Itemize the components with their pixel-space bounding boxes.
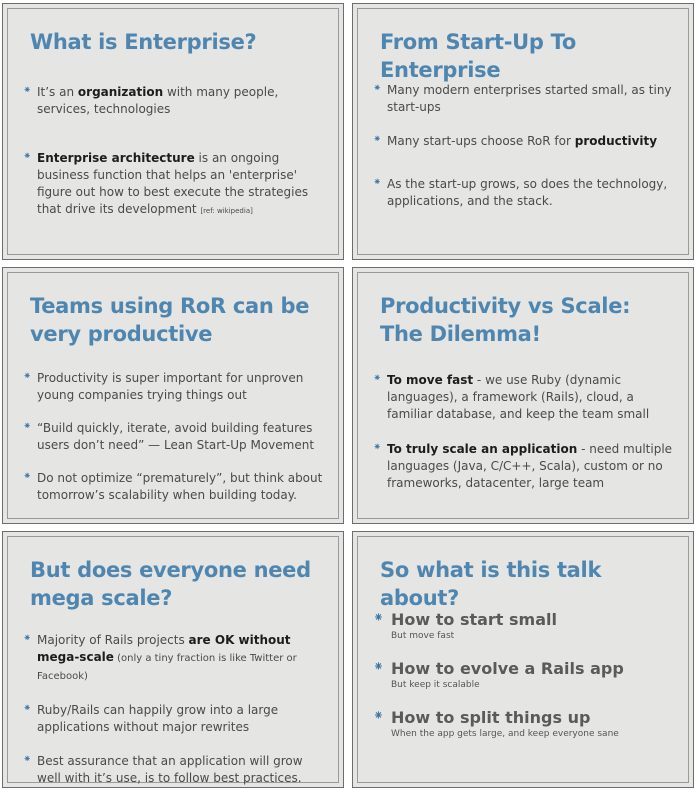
slide-title: So what is this talk about? [380, 558, 602, 610]
asterisk-bullet-icon: ⁕ [23, 754, 32, 765]
asterisk-bullet-icon: ⁕ [373, 83, 382, 94]
bullet-list: ⁕ To move fast - we use Ruby (dynamic la… [373, 372, 679, 492]
list-item: ⁕ To truly scale an application - need m… [373, 442, 673, 490]
slide-startup-to-enterprise[interactable]: From Start-Up To Enterprise ⁕ Many moder… [352, 3, 694, 260]
asterisk-bullet-icon: ⁕ [23, 703, 32, 714]
list-item: ⁕ Majority of Rails projects are OK with… [23, 633, 297, 682]
asterisk-bullet-icon: ⁕ [23, 85, 32, 96]
list-item: ⁕ To move fast - we use Ruby (dynamic la… [373, 373, 650, 421]
list-item: ⁕ “Build quickly, iterate, avoid buildin… [23, 421, 315, 452]
asterisk-bullet-icon: ⁕ [373, 177, 382, 188]
asterisk-bullet-icon: ⁕ [373, 709, 384, 724]
bullet-list: ⁕ It’s an organization with many people,… [23, 84, 329, 220]
list-item: ⁕ Productivity is super important for un… [23, 371, 304, 402]
slide-what-is-enterprise[interactable]: What is Enterprise? ⁕ It’s an organizati… [2, 3, 344, 260]
slide-title: What is Enterprise? [30, 30, 257, 54]
slide-talk-about[interactable]: So what is this talk about? ⁕ How to sta… [352, 531, 694, 788]
slide-title: Productivity vs Scale: The Dilemma! [380, 294, 631, 346]
asterisk-bullet-icon: ⁕ [373, 442, 382, 453]
bullet-list: ⁕ Many modern enterprises started small,… [373, 82, 679, 210]
slide-mega-scale[interactable]: But does everyone need mega scale? ⁕ Maj… [2, 531, 344, 788]
asterisk-bullet-icon: ⁕ [373, 134, 382, 145]
bullet-list: ⁕ How to start small But move fast ⁕ How… [373, 610, 679, 757]
asterisk-bullet-icon: ⁕ [23, 151, 32, 162]
slide-teams-productive[interactable]: Teams using RoR can be very productive ⁕… [2, 267, 344, 524]
asterisk-bullet-icon: ⁕ [23, 633, 32, 644]
asterisk-bullet-icon: ⁕ [23, 471, 32, 482]
bullet-list: ⁕ Productivity is super important for un… [23, 370, 329, 504]
list-item: ⁕ Do not optimize “prematurely”, but thi… [23, 471, 323, 502]
list-item: ⁕ Enterprise architecture is an ongoing … [23, 151, 309, 216]
list-item: ⁕ Best assurance that an application wil… [23, 754, 303, 785]
asterisk-bullet-icon: ⁕ [373, 373, 382, 384]
list-item: ⁕ Many modern enterprises started small,… [373, 83, 672, 114]
asterisk-bullet-icon: ⁕ [23, 371, 32, 382]
slide-title: From Start-Up To Enterprise [380, 30, 576, 82]
list-item: ⁕ Ruby/Rails can happily grow into a lar… [23, 703, 279, 734]
asterisk-bullet-icon: ⁕ [23, 421, 32, 432]
list-item: ⁕ Many start-ups choose RoR for producti… [373, 134, 658, 148]
slide-title: But does everyone need mega scale? [30, 558, 311, 610]
bullet-list: ⁕ Majority of Rails projects are OK with… [23, 632, 329, 787]
list-item: ⁕ As the start-up grows, so does the tec… [373, 177, 668, 208]
asterisk-bullet-icon: ⁕ [373, 611, 384, 626]
list-item: ⁕ How to start small But move fast [373, 610, 557, 641]
list-item: ⁕ How to evolve a Rails app But keep it … [373, 659, 624, 690]
slide-productivity-vs-scale[interactable]: Productivity vs Scale: The Dilemma! ⁕ To… [352, 267, 694, 524]
asterisk-bullet-icon: ⁕ [373, 660, 384, 675]
list-item: ⁕ It’s an organization with many people,… [23, 85, 279, 116]
slide-title: Teams using RoR can be very productive [30, 294, 310, 346]
list-item: ⁕ How to split things up When the app ge… [373, 708, 619, 739]
